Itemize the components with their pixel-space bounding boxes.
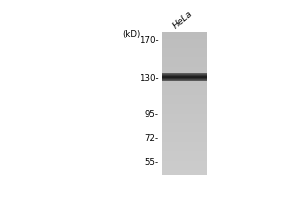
Text: 170-: 170-: [139, 36, 158, 45]
Text: 95-: 95-: [144, 110, 158, 119]
Text: HeLa: HeLa: [171, 9, 194, 30]
Text: 130-: 130-: [139, 74, 158, 83]
Text: 55-: 55-: [144, 158, 158, 167]
Text: (kD): (kD): [123, 30, 141, 39]
Text: 72-: 72-: [144, 134, 158, 143]
